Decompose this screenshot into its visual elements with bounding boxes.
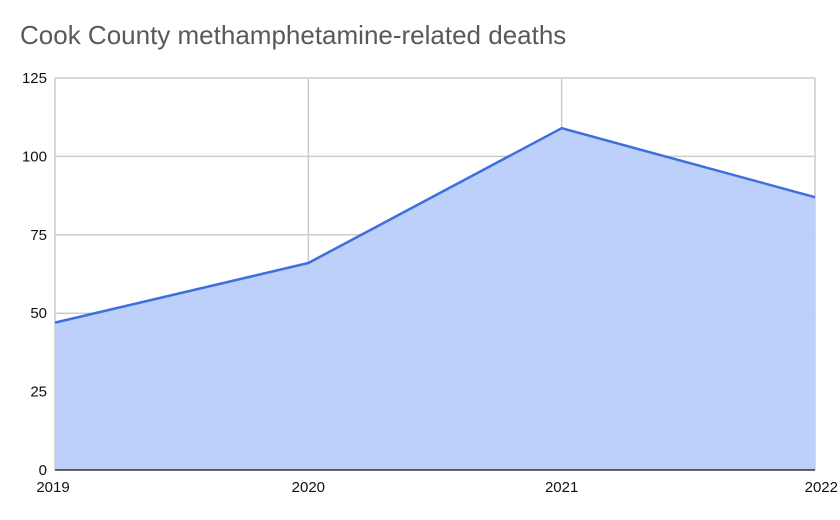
x-tick-label: 2019 — [36, 479, 69, 496]
x-tick-label: 2020 — [292, 479, 325, 496]
series-line-layer — [54, 126, 816, 324]
y-tick-label: 100 — [22, 148, 47, 165]
x-tick-labels: 2019 2020 2021 2022 — [36, 479, 838, 496]
series-line — [54, 126, 816, 324]
y-tick-label: 125 — [22, 70, 47, 87]
area-fill-layer — [55, 128, 815, 470]
y-tick-labels: 0 25 50 75 100 125 — [22, 70, 47, 479]
x-tick-label: 2021 — [545, 479, 578, 496]
chart-title: Cook County methamphetamine-related deat… — [20, 20, 567, 50]
y-tick-label: 25 — [30, 384, 47, 401]
y-tick-label: 75 — [30, 227, 47, 244]
area-fill — [55, 128, 815, 470]
x-tick-label: 2022 — [805, 479, 838, 496]
y-tick-label: 0 — [39, 462, 47, 479]
y-tick-label: 50 — [30, 305, 47, 322]
